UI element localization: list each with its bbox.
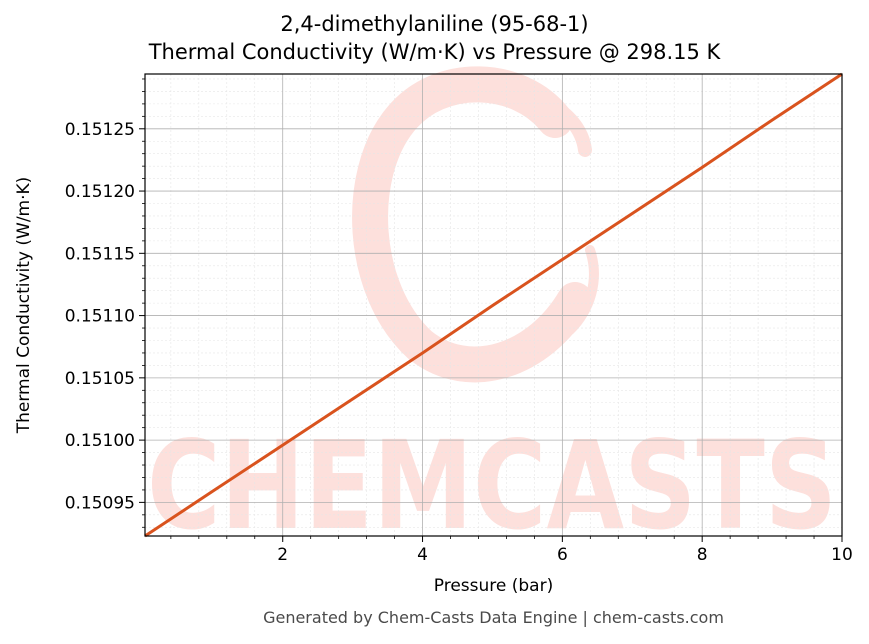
series-layer (144, 72, 843, 538)
watermark-logo-swirl (352, 66, 599, 383)
y-tick-label: 0.15125 (65, 120, 135, 140)
chart-title: 2,4-dimethylaniline (95-68-1) (280, 12, 589, 36)
y-tick-label: 0.15115 (65, 244, 135, 264)
ticks-layer: 2 4 6 8 10 0.15095 0.15100 0.15105 0.15110 0.1511… (65, 78, 853, 565)
y-tick-label: 0.15100 (65, 431, 135, 451)
y-tick-label: 0.15110 (65, 307, 135, 327)
y-axis-label: Thermal Conductivity (W/m·K) (14, 176, 34, 434)
minor-grid (145, 74, 842, 536)
chemcasts-watermark: CHEMCASTS (147, 66, 837, 557)
series-line (144, 72, 843, 538)
footer-credit: Generated by Chem-Casts Data Engine | ch… (263, 608, 724, 627)
plot-area-frame (144, 73, 843, 537)
chart-subtitle: Thermal Conductivity (W/m·K) vs Pressure… (148, 40, 721, 64)
x-tick-label: 8 (697, 545, 708, 565)
x-tick-label: 6 (557, 545, 568, 565)
y-tick-label: 0.15095 (65, 493, 135, 513)
x-axis-label: Pressure (bar) (433, 576, 554, 596)
y-tick-label: 0.15105 (65, 369, 135, 389)
x-tick-label: 2 (277, 545, 288, 565)
watermark-text: CHEMCASTS (147, 415, 837, 557)
y-tick-label: 0.15120 (65, 182, 135, 202)
x-tick-label: 10 (831, 545, 853, 565)
x-tick-label: 4 (417, 545, 428, 565)
